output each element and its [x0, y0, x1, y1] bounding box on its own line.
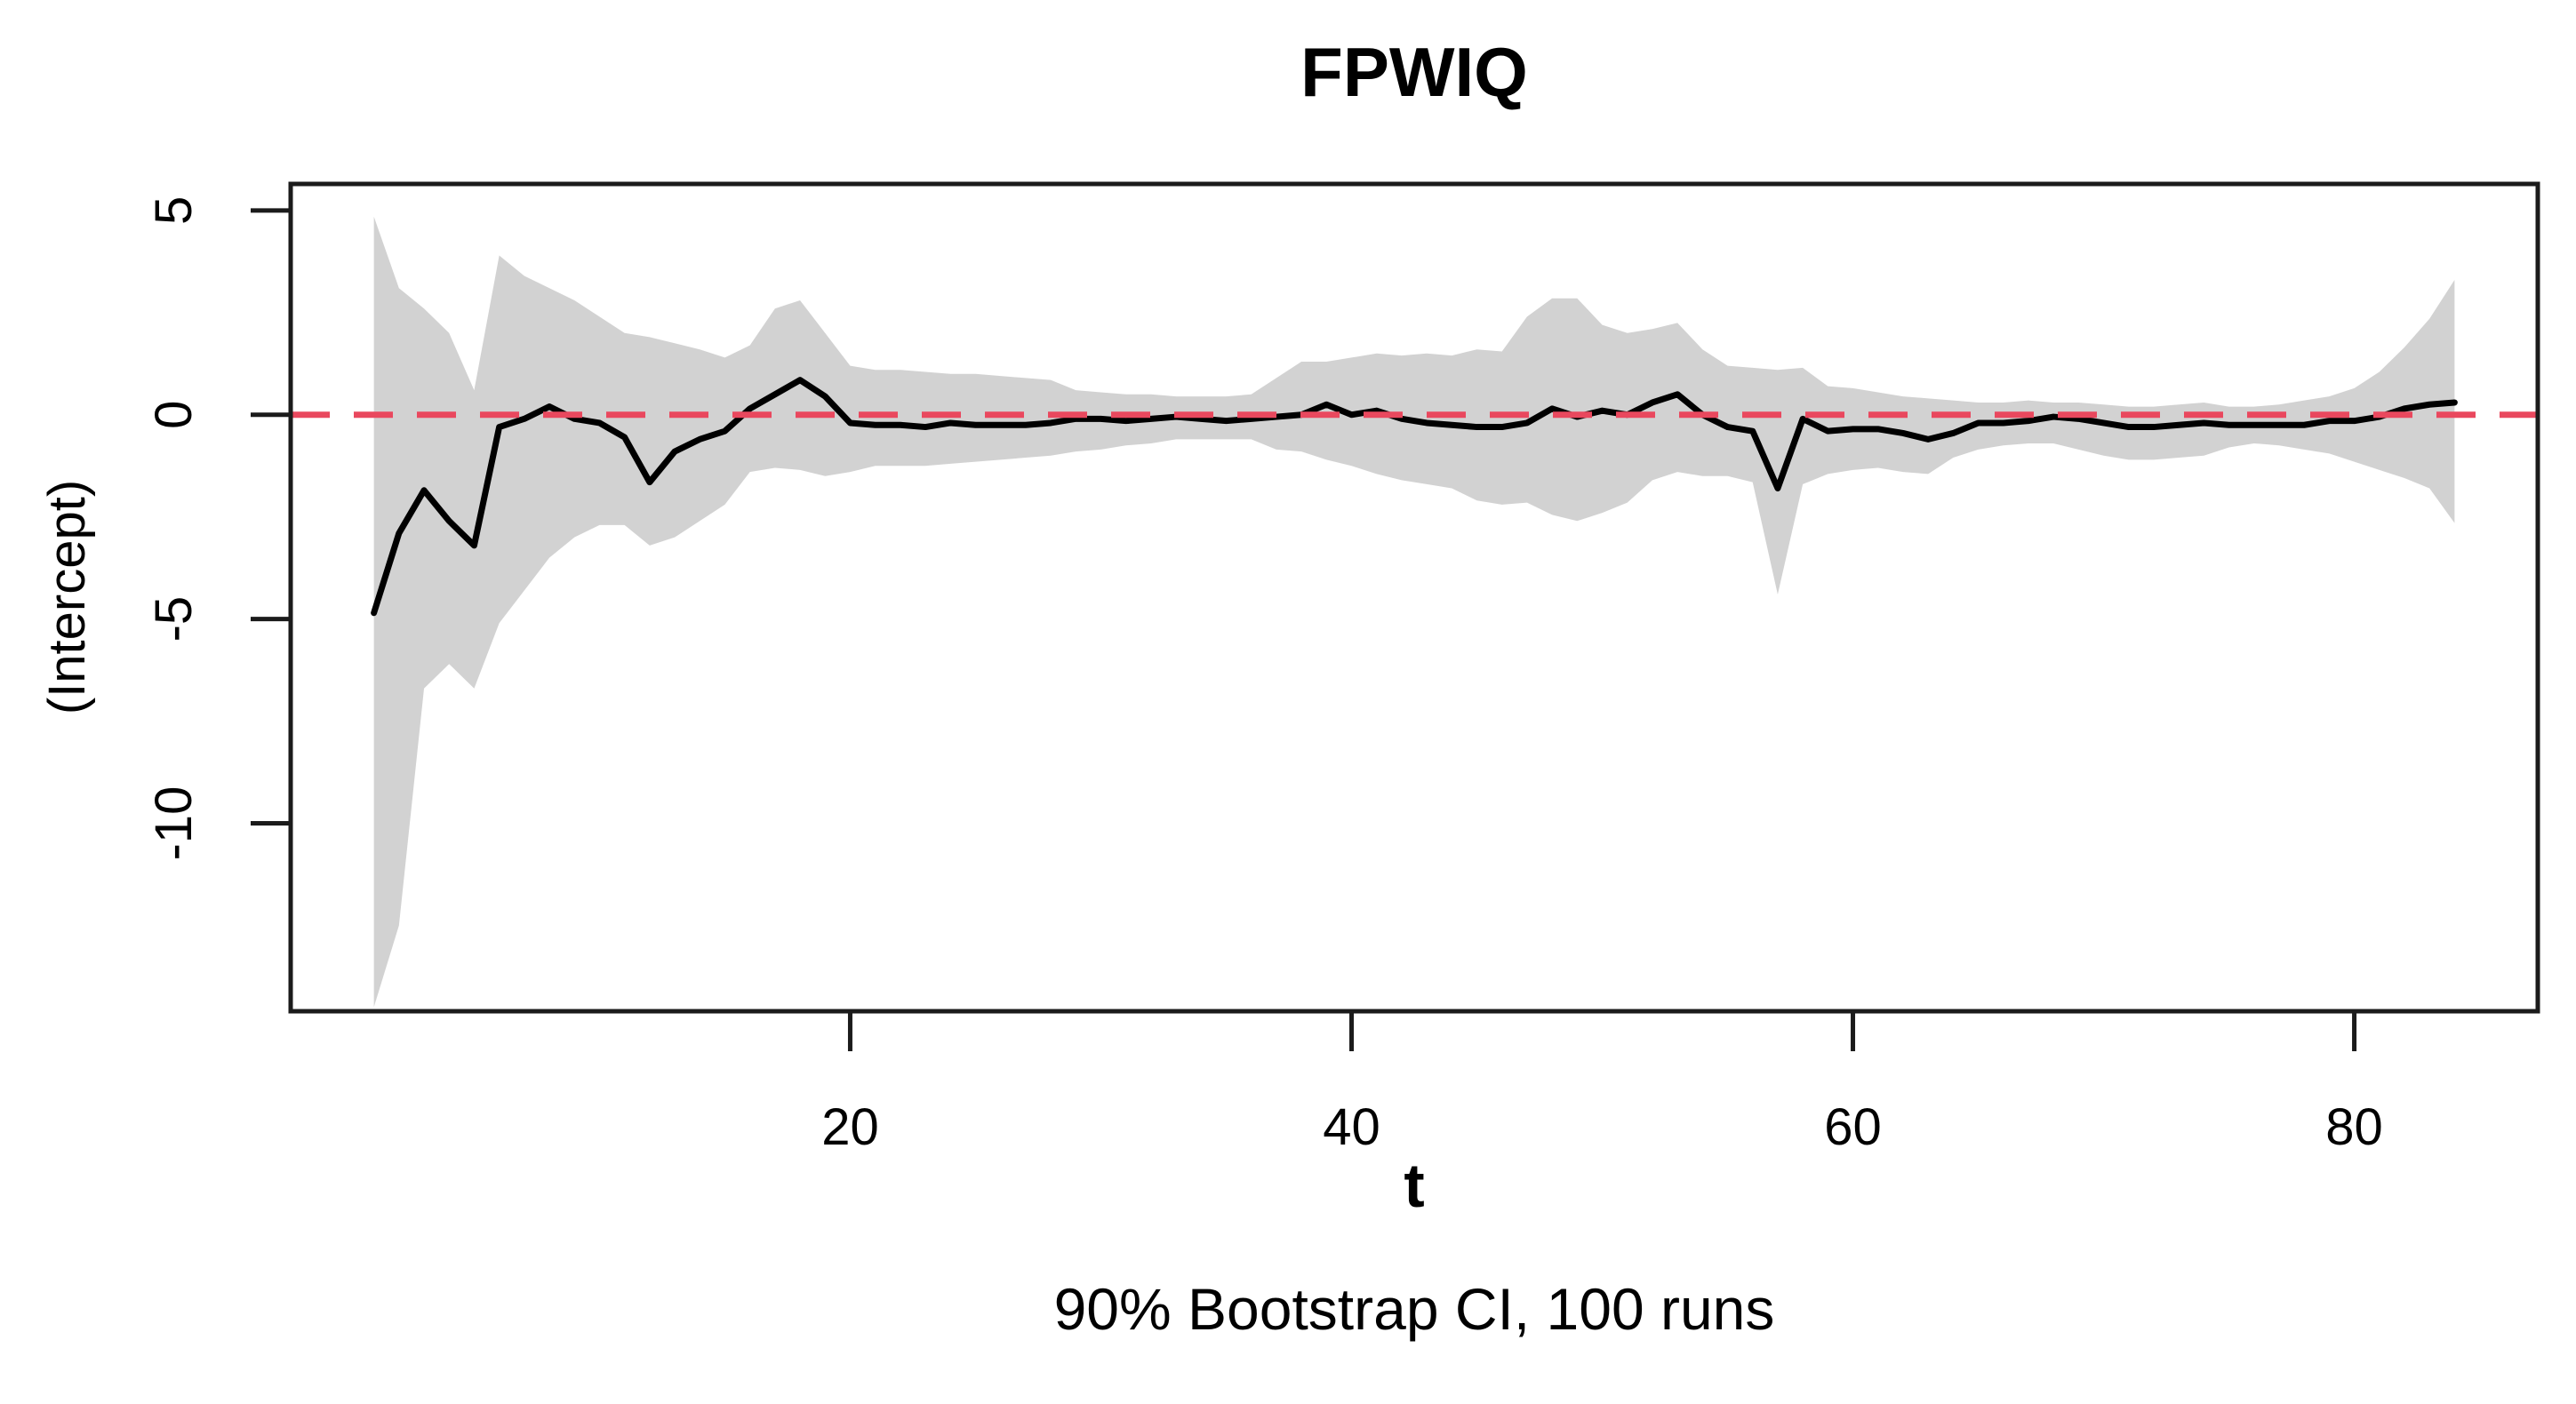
x-tick-label: 40: [1323, 1098, 1380, 1156]
estimate-line: [371, 377, 2458, 617]
x-tick-label: 80: [2325, 1098, 2383, 1156]
x-tick-label: 20: [821, 1098, 879, 1156]
x-axis-label: t: [1404, 1151, 1424, 1220]
y-tick-label: -10: [145, 786, 203, 861]
y-tick-label: 5: [145, 196, 203, 225]
plot-box: [288, 181, 2540, 1014]
y-axis-label: (Intercept): [38, 480, 96, 714]
y-tick-label: 0: [145, 401, 203, 429]
ci-band: [373, 216, 2455, 1008]
plot-subtitle: 90% Bootstrap CI, 100 runs: [1054, 1276, 1775, 1342]
plot-title: FPWIQ: [1300, 33, 1528, 111]
x-tick-label: 60: [1824, 1098, 1882, 1156]
y-tick-label: -5: [145, 596, 203, 642]
